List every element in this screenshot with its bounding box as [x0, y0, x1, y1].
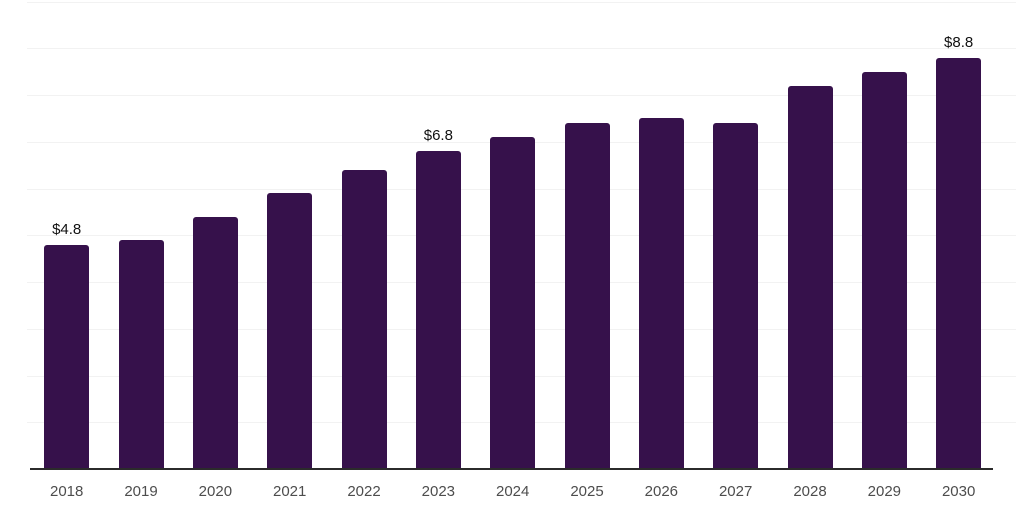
- bar-2023: [415, 151, 461, 469]
- x-tick-label-2022: 2022: [347, 483, 381, 500]
- bar-2026: [638, 118, 684, 469]
- x-tick-label-2019: 2019: [124, 483, 158, 500]
- bar-2025: [564, 123, 610, 469]
- bar-2022: [341, 169, 387, 469]
- bar-2020: [192, 216, 238, 469]
- x-tick-label-2025: 2025: [570, 483, 604, 500]
- x-tick-label-2026: 2026: [644, 483, 679, 500]
- bar-2027: [713, 123, 759, 469]
- x-tick-label-2024: 2024: [495, 483, 530, 500]
- bar-2021: [267, 193, 313, 469]
- bar-2024: [490, 137, 536, 469]
- bar-value-label-2023: $6.8: [423, 127, 453, 145]
- bar-2018: [44, 244, 90, 469]
- x-tick-label-2023: 2023: [421, 483, 456, 500]
- bar-value-label-2030: $8.8: [944, 33, 974, 51]
- gridline: [27, 1, 1016, 3]
- x-tick-label-2020: 2020: [198, 483, 233, 500]
- bar-2029: [861, 71, 907, 469]
- gridline: [27, 95, 1016, 96]
- x-axis-line: [30, 468, 993, 470]
- x-tick-label-2021: 2021: [273, 483, 307, 500]
- x-tick-label-2029: 2029: [867, 483, 902, 500]
- bar-value-label-2018: $4.8: [52, 220, 82, 238]
- x-tick-label-2027: 2027: [718, 483, 753, 500]
- bar-2028: [787, 85, 833, 469]
- bar-2030: [936, 57, 982, 469]
- x-tick-label-2030: 2030: [941, 483, 976, 500]
- gridline: [27, 48, 1016, 50]
- x-tick-label-2028: 2028: [793, 483, 827, 500]
- x-tick-label-2018: 2018: [50, 483, 84, 500]
- bar-2019: [118, 239, 164, 469]
